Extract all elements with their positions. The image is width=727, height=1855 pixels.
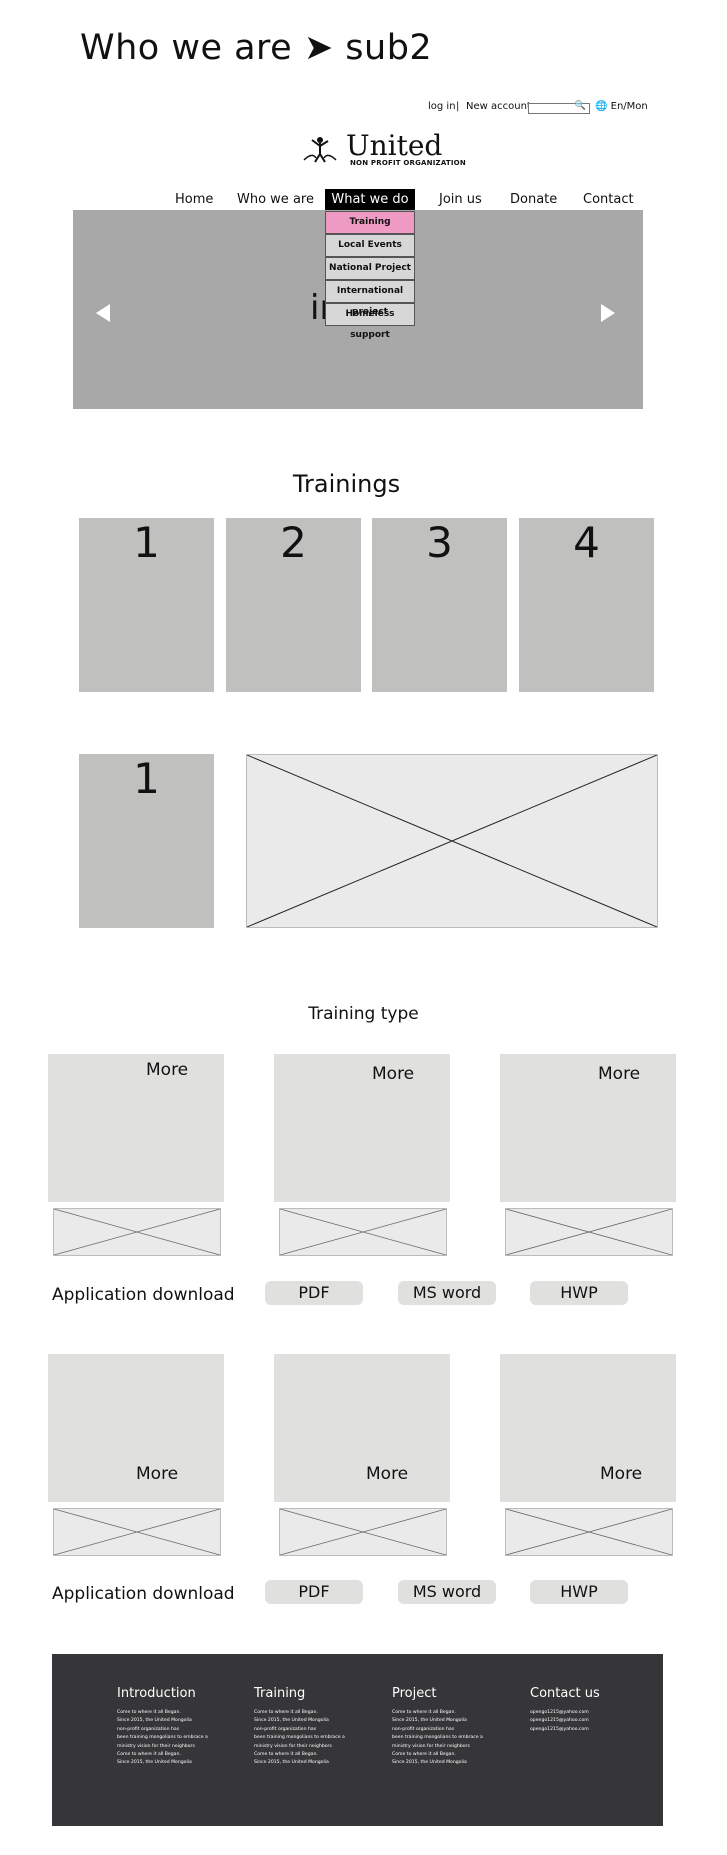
footer-text-line: Since 2015, the United Mongolia <box>117 1718 192 1724</box>
footer-text-line: been training mongolians to embrace a <box>117 1735 208 1741</box>
msword-download-button[interactable]: MS word <box>398 1281 496 1305</box>
footer-column-training: Training Come to where it all Began. Sin… <box>254 1686 345 1768</box>
training-type-tile[interactable]: More <box>48 1354 224 1502</box>
nav-who-we-are[interactable]: Who we are <box>237 192 314 207</box>
more-link[interactable]: More <box>136 1464 179 1484</box>
card-number: 2 <box>280 518 307 567</box>
footer: Introduction Come to where it all Began.… <box>52 1654 663 1826</box>
application-download-label: Application download <box>52 1285 235 1305</box>
training-type-tile[interactable]: More <box>500 1354 676 1502</box>
thumbnail-placeholder <box>279 1208 447 1256</box>
footer-column-contact: Contact us opengo1215@yahoo.com opengo12… <box>530 1686 600 1734</box>
footer-text-line: Come to where it all Began. <box>254 1710 318 1715</box>
training-card[interactable]: 2 <box>226 518 361 692</box>
what-we-do-dropdown: Training Local Events National Project I… <box>325 211 415 340</box>
footer-text-line: Come to where it all Began. <box>392 1710 456 1715</box>
footer-text-line: ministry vision for their neighbors <box>392 1743 470 1749</box>
dropdown-item-homeless-support[interactable]: Homeless support <box>325 303 415 340</box>
dropdown-item-national-project[interactable]: National Project <box>325 257 415 280</box>
arrow-left-icon[interactable] <box>96 304 110 322</box>
card-number: 4 <box>573 518 600 567</box>
more-link[interactable]: More <box>598 1064 641 1084</box>
language-label: En/Mon <box>610 101 648 112</box>
more-link[interactable]: More <box>146 1060 189 1080</box>
footer-text-line: been training mongolians to embrace a <box>254 1735 345 1741</box>
training-card[interactable]: 1 <box>79 518 214 692</box>
footer-text-line: Come to where it all Began. <box>117 1710 181 1715</box>
thumbnail-placeholder <box>505 1508 673 1556</box>
nav-donate[interactable]: Donate <box>510 192 558 207</box>
footer-heading: Introduction <box>117 1686 196 1701</box>
training-card[interactable]: 3 <box>372 518 507 692</box>
footer-email-link[interactable]: opengo1215@yahoo.com <box>530 1726 589 1732</box>
hwp-download-button[interactable]: HWP <box>530 1580 628 1604</box>
footer-text-line: been training mongolians to embrace a <box>392 1735 483 1741</box>
training-type-tile[interactable]: More <box>500 1054 676 1202</box>
footer-column-project: Project Come to where it all Began. Sinc… <box>392 1686 483 1768</box>
globe-icon: 🌐 <box>595 101 608 112</box>
training-type-tile[interactable]: More <box>274 1054 450 1202</box>
training-type-title: Training type <box>308 1004 419 1024</box>
card-number: 1 <box>133 754 160 803</box>
training-type-tile[interactable]: More <box>274 1354 450 1502</box>
footer-text-line: Come to where it all Began. <box>392 1752 456 1758</box>
footer-text-line: Since 2015, the United Mongolia <box>392 1718 467 1724</box>
logo-tagline: NON PROFIT ORGANIZATION <box>350 159 466 167</box>
language-toggle[interactable]: 🌐 En/Mon <box>595 101 648 112</box>
thumbnail-placeholder <box>53 1208 221 1256</box>
dropdown-item-international-project[interactable]: International project <box>325 280 415 317</box>
thumbnail-placeholder <box>53 1508 221 1556</box>
logo-name: United <box>346 129 443 162</box>
pdf-download-button[interactable]: PDF <box>265 1580 363 1604</box>
thumbnail-placeholder <box>505 1208 673 1256</box>
image-placeholder <box>246 754 658 928</box>
footer-column-introduction: Introduction Come to where it all Began.… <box>117 1686 208 1768</box>
training-card-selected[interactable]: 1 <box>79 754 214 928</box>
footer-text-line: non-profit organization has <box>254 1726 317 1732</box>
footer-heading: Training <box>254 1686 306 1701</box>
training-card[interactable]: 4 <box>519 518 654 692</box>
footer-text-line: ministry vision for their neighbors <box>117 1743 195 1749</box>
footer-text-line: Come to where it all Began. <box>254 1752 318 1758</box>
footer-heading: Project <box>392 1686 437 1701</box>
footer-text-line: ministry vision for their neighbors <box>254 1743 332 1749</box>
more-link[interactable]: More <box>372 1064 415 1084</box>
nav-home[interactable]: Home <box>175 192 214 207</box>
login-link[interactable]: log in <box>428 101 456 112</box>
search-input[interactable]: 🔍 <box>528 101 590 114</box>
footer-heading: Contact us <box>530 1686 600 1701</box>
pdf-download-button[interactable]: PDF <box>265 1281 363 1305</box>
application-download-label: Application download <box>52 1584 235 1604</box>
card-number: 1 <box>133 518 160 567</box>
trainings-title: Trainings <box>292 470 401 498</box>
footer-text-line: Come to where it all Began. <box>117 1752 181 1758</box>
training-type-tile[interactable]: More <box>48 1054 224 1202</box>
more-link[interactable]: More <box>366 1464 409 1484</box>
footer-text-line: non-profit organization has <box>117 1726 180 1732</box>
footer-email-link[interactable]: opengo1215@yahoo.com <box>530 1718 589 1724</box>
utility-separator: | <box>456 101 460 112</box>
hwp-download-button[interactable]: HWP <box>530 1281 628 1305</box>
footer-text-line: Since 2015, the United Mongolia <box>254 1718 329 1724</box>
logo-figure-icon <box>303 137 337 163</box>
arrow-right-icon[interactable] <box>601 304 615 322</box>
dropdown-item-training[interactable]: Training <box>325 211 415 234</box>
footer-text-line: Since 2015, the United Mongolia <box>392 1760 467 1766</box>
search-icon[interactable]: 🔍 <box>574 101 586 111</box>
footer-text-line: Since 2015, the United Mongolia <box>254 1760 329 1766</box>
nav-contact[interactable]: Contact <box>583 192 634 207</box>
footer-text-line: non-profit organization has <box>392 1726 455 1732</box>
footer-text-line: Since 2015, the United Mongolia <box>117 1760 192 1766</box>
footer-email-link[interactable]: opengo1215@yahoo.com <box>530 1710 589 1715</box>
dropdown-item-local-events[interactable]: Local Events <box>325 234 415 257</box>
page-title: Who we are ➤ sub2 <box>80 28 433 68</box>
nav-join-us[interactable]: Join us <box>439 192 482 207</box>
msword-download-button[interactable]: MS word <box>398 1580 496 1604</box>
nav-what-we-do[interactable]: What we do <box>325 189 415 211</box>
thumbnail-placeholder <box>279 1508 447 1556</box>
logo[interactable]: United NON PROFIT ORGANIZATION <box>300 129 466 167</box>
new-account-link[interactable]: New account <box>466 101 531 112</box>
card-number: 3 <box>426 518 453 567</box>
more-link[interactable]: More <box>600 1464 643 1484</box>
